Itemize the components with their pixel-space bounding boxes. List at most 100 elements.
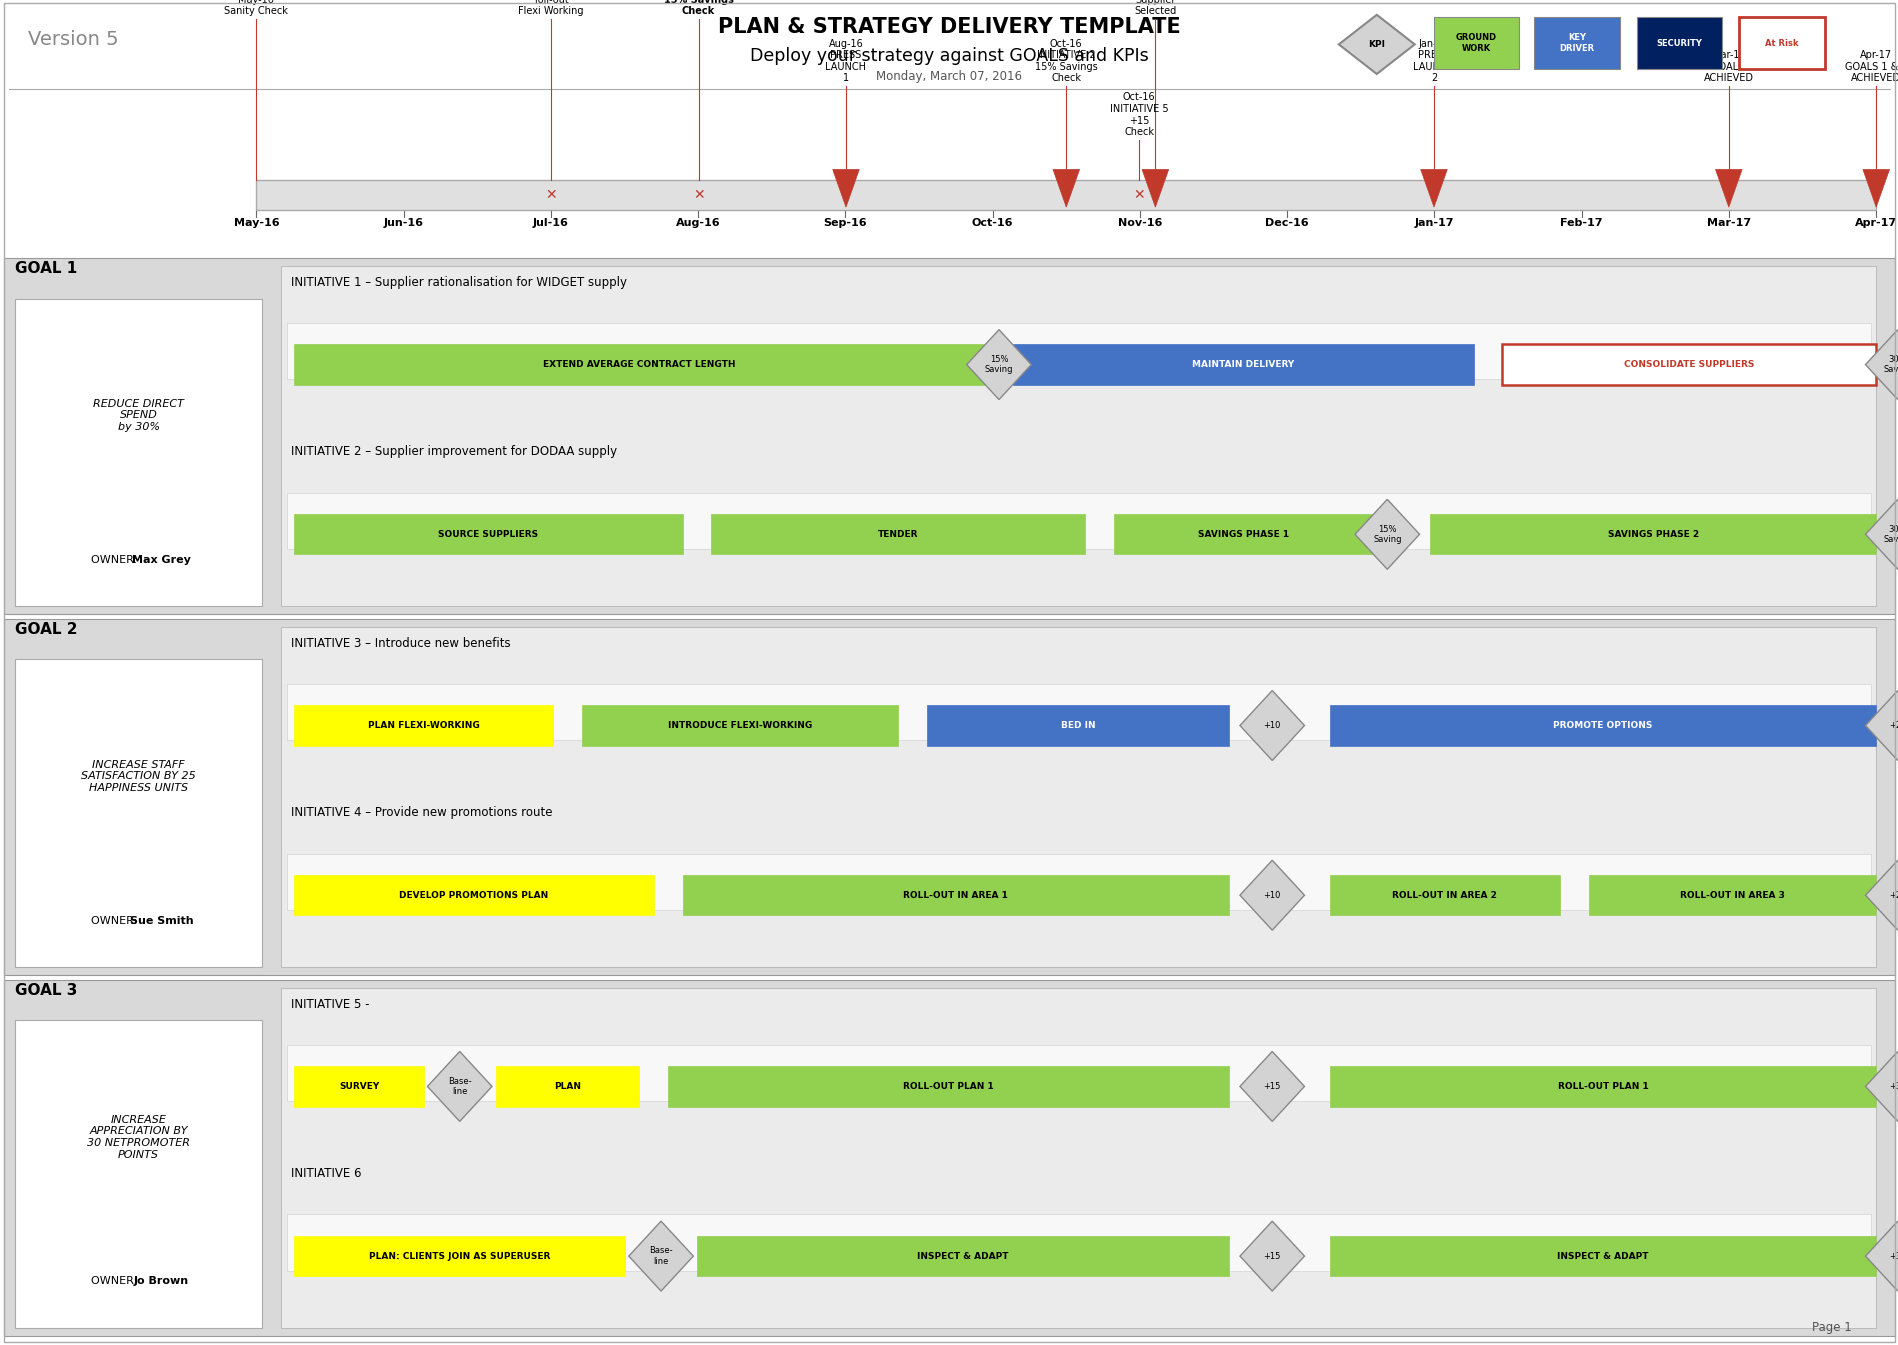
Text: At Risk: At Risk xyxy=(1765,39,1797,47)
Text: MAINTAIN DELIVERY: MAINTAIN DELIVERY xyxy=(1192,360,1294,369)
Text: +25: +25 xyxy=(1889,890,1898,900)
Text: Jan-17
PRESS
LAUNCH
2: Jan-17 PRESS LAUNCH 2 xyxy=(1412,39,1454,83)
Text: Mar-17: Mar-17 xyxy=(1706,218,1750,227)
Text: +30: +30 xyxy=(1889,1081,1898,1091)
FancyBboxPatch shape xyxy=(294,514,681,554)
FancyBboxPatch shape xyxy=(287,1045,1870,1102)
Text: CONSOLIDATE SUPPLIERS: CONSOLIDATE SUPPLIERS xyxy=(1623,360,1754,369)
Text: INITIATIVE 6: INITIATIVE 6 xyxy=(290,1167,361,1180)
Polygon shape xyxy=(1864,690,1898,760)
Text: Jun-16: Jun-16 xyxy=(383,218,423,227)
Text: Jul-16: Jul-16 xyxy=(533,218,569,227)
Text: SAVINGS PHASE 2: SAVINGS PHASE 2 xyxy=(1608,530,1699,539)
Text: Base-
line: Base- line xyxy=(649,1247,672,1266)
Text: Oct-16
INITIATIVE 2
15% Savings
Check: Oct-16 INITIATIVE 2 15% Savings Check xyxy=(1034,39,1097,83)
Text: OWNER:: OWNER: xyxy=(91,1276,140,1286)
Text: May-16: May-16 xyxy=(233,218,279,227)
FancyBboxPatch shape xyxy=(15,1021,262,1328)
Text: TENDER: TENDER xyxy=(877,530,919,539)
Polygon shape xyxy=(1864,1221,1898,1291)
Polygon shape xyxy=(1338,15,1414,74)
Text: 15%
Saving: 15% Saving xyxy=(985,355,1014,374)
FancyBboxPatch shape xyxy=(1501,344,1875,385)
Text: Nov-16: Nov-16 xyxy=(1118,218,1162,227)
Text: ROLL-OUT IN AREA 1: ROLL-OUT IN AREA 1 xyxy=(903,890,1008,900)
FancyBboxPatch shape xyxy=(495,1067,640,1107)
Text: INITIATIVE 4 – Provide new promotions route: INITIATIVE 4 – Provide new promotions ro… xyxy=(290,806,552,819)
FancyBboxPatch shape xyxy=(681,876,1228,916)
FancyBboxPatch shape xyxy=(294,1236,624,1276)
Text: Feb-17: Feb-17 xyxy=(1560,218,1602,227)
Text: Oct-16
INITIATIVE 5
+15
Check: Oct-16 INITIATIVE 5 +15 Check xyxy=(1108,93,1167,137)
Text: +15: +15 xyxy=(1262,1081,1281,1091)
Polygon shape xyxy=(1239,690,1304,760)
Text: INCREASE STAFF
SATISFACTION BY 25
HAPPINESS UNITS: INCREASE STAFF SATISFACTION BY 25 HAPPIN… xyxy=(82,760,195,792)
Text: ROLL-OUT IN AREA 2: ROLL-OUT IN AREA 2 xyxy=(1391,890,1496,900)
FancyBboxPatch shape xyxy=(15,659,262,967)
Polygon shape xyxy=(628,1221,693,1291)
FancyBboxPatch shape xyxy=(1589,876,1875,916)
Text: 30%
Saving: 30% Saving xyxy=(1883,355,1898,374)
Text: PROMOTE OPTIONS: PROMOTE OPTIONS xyxy=(1553,721,1651,730)
FancyBboxPatch shape xyxy=(287,1215,1870,1271)
Text: Sep-16: Sep-16 xyxy=(824,218,867,227)
Text: INITIATIVE 1 – Supplier rationalisation for WIDGET supply: INITIATIVE 1 – Supplier rationalisation … xyxy=(290,276,626,289)
FancyBboxPatch shape xyxy=(668,1067,1228,1107)
Text: GOAL 1: GOAL 1 xyxy=(15,261,78,276)
FancyBboxPatch shape xyxy=(281,266,1875,605)
FancyBboxPatch shape xyxy=(294,705,552,745)
Text: KEY
DRIVER: KEY DRIVER xyxy=(1558,34,1594,52)
FancyBboxPatch shape xyxy=(15,299,262,605)
FancyBboxPatch shape xyxy=(294,876,653,916)
FancyBboxPatch shape xyxy=(281,989,1875,1328)
Text: Sue Smith: Sue Smith xyxy=(129,916,194,925)
Text: Jo Brown: Jo Brown xyxy=(133,1276,190,1286)
FancyBboxPatch shape xyxy=(926,705,1228,745)
Text: Base-
line: Base- line xyxy=(448,1077,471,1096)
Text: INTRODUCE FLEXI-WORKING: INTRODUCE FLEXI-WORKING xyxy=(668,721,812,730)
Text: 30%
Saving: 30% Saving xyxy=(1883,525,1898,543)
Polygon shape xyxy=(1355,499,1420,569)
Text: ROLL-OUT PLAN 1: ROLL-OUT PLAN 1 xyxy=(1556,1081,1647,1091)
Text: REDUCE DIRECT
SPEND
by 30%: REDUCE DIRECT SPEND by 30% xyxy=(93,398,184,432)
FancyBboxPatch shape xyxy=(281,627,1875,967)
Text: +10: +10 xyxy=(1262,890,1281,900)
Polygon shape xyxy=(1864,1052,1898,1122)
FancyBboxPatch shape xyxy=(581,705,898,745)
Polygon shape xyxy=(831,169,858,207)
Text: Aug-16: Aug-16 xyxy=(676,218,719,227)
Text: +30: +30 xyxy=(1889,1252,1898,1260)
Text: ✕: ✕ xyxy=(545,188,556,202)
FancyBboxPatch shape xyxy=(4,981,1894,1336)
FancyBboxPatch shape xyxy=(1329,705,1875,745)
Text: INITIATIVE 3 – Introduce new benefits: INITIATIVE 3 – Introduce new benefits xyxy=(290,636,511,650)
Text: May-16
Sanity Check: May-16 Sanity Check xyxy=(224,0,288,16)
FancyBboxPatch shape xyxy=(1114,514,1372,554)
FancyBboxPatch shape xyxy=(4,619,1894,975)
Polygon shape xyxy=(427,1052,492,1122)
Polygon shape xyxy=(1239,1052,1304,1122)
Polygon shape xyxy=(1864,861,1898,931)
Text: INCREASE
APPRECIATION BY
30 NETPROMOTER
POINTS: INCREASE APPRECIATION BY 30 NETPROMOTER … xyxy=(87,1115,190,1159)
Text: INSPECT & ADAPT: INSPECT & ADAPT xyxy=(1556,1252,1647,1260)
FancyBboxPatch shape xyxy=(1433,17,1518,69)
FancyBboxPatch shape xyxy=(256,180,1875,210)
FancyBboxPatch shape xyxy=(1534,17,1619,69)
Text: GOAL 2: GOAL 2 xyxy=(15,621,78,636)
FancyBboxPatch shape xyxy=(287,683,1870,740)
FancyBboxPatch shape xyxy=(1329,1067,1875,1107)
Text: ✕: ✕ xyxy=(693,188,704,202)
Polygon shape xyxy=(1420,169,1446,207)
Text: INITIATIVE 2 – Supplier improvement for DODAA supply: INITIATIVE 2 – Supplier improvement for … xyxy=(290,445,617,459)
Polygon shape xyxy=(1239,861,1304,931)
Text: GROUND
WORK: GROUND WORK xyxy=(1456,34,1496,52)
Text: Deploy your strategy against GOALS and KPIs: Deploy your strategy against GOALS and K… xyxy=(750,47,1148,65)
FancyBboxPatch shape xyxy=(287,854,1870,911)
FancyBboxPatch shape xyxy=(287,492,1870,549)
Polygon shape xyxy=(1862,169,1889,207)
Text: Jul-16
INITIATIVE 3
roll-out
Flexi Working: Jul-16 INITIATIVE 3 roll-out Flexi Worki… xyxy=(518,0,583,16)
Text: Max Grey: Max Grey xyxy=(131,554,192,565)
Text: KPI: KPI xyxy=(1368,40,1384,48)
Text: ROLL-OUT PLAN 1: ROLL-OUT PLAN 1 xyxy=(903,1081,993,1091)
Text: Monday, March 07, 2016: Monday, March 07, 2016 xyxy=(877,70,1021,83)
